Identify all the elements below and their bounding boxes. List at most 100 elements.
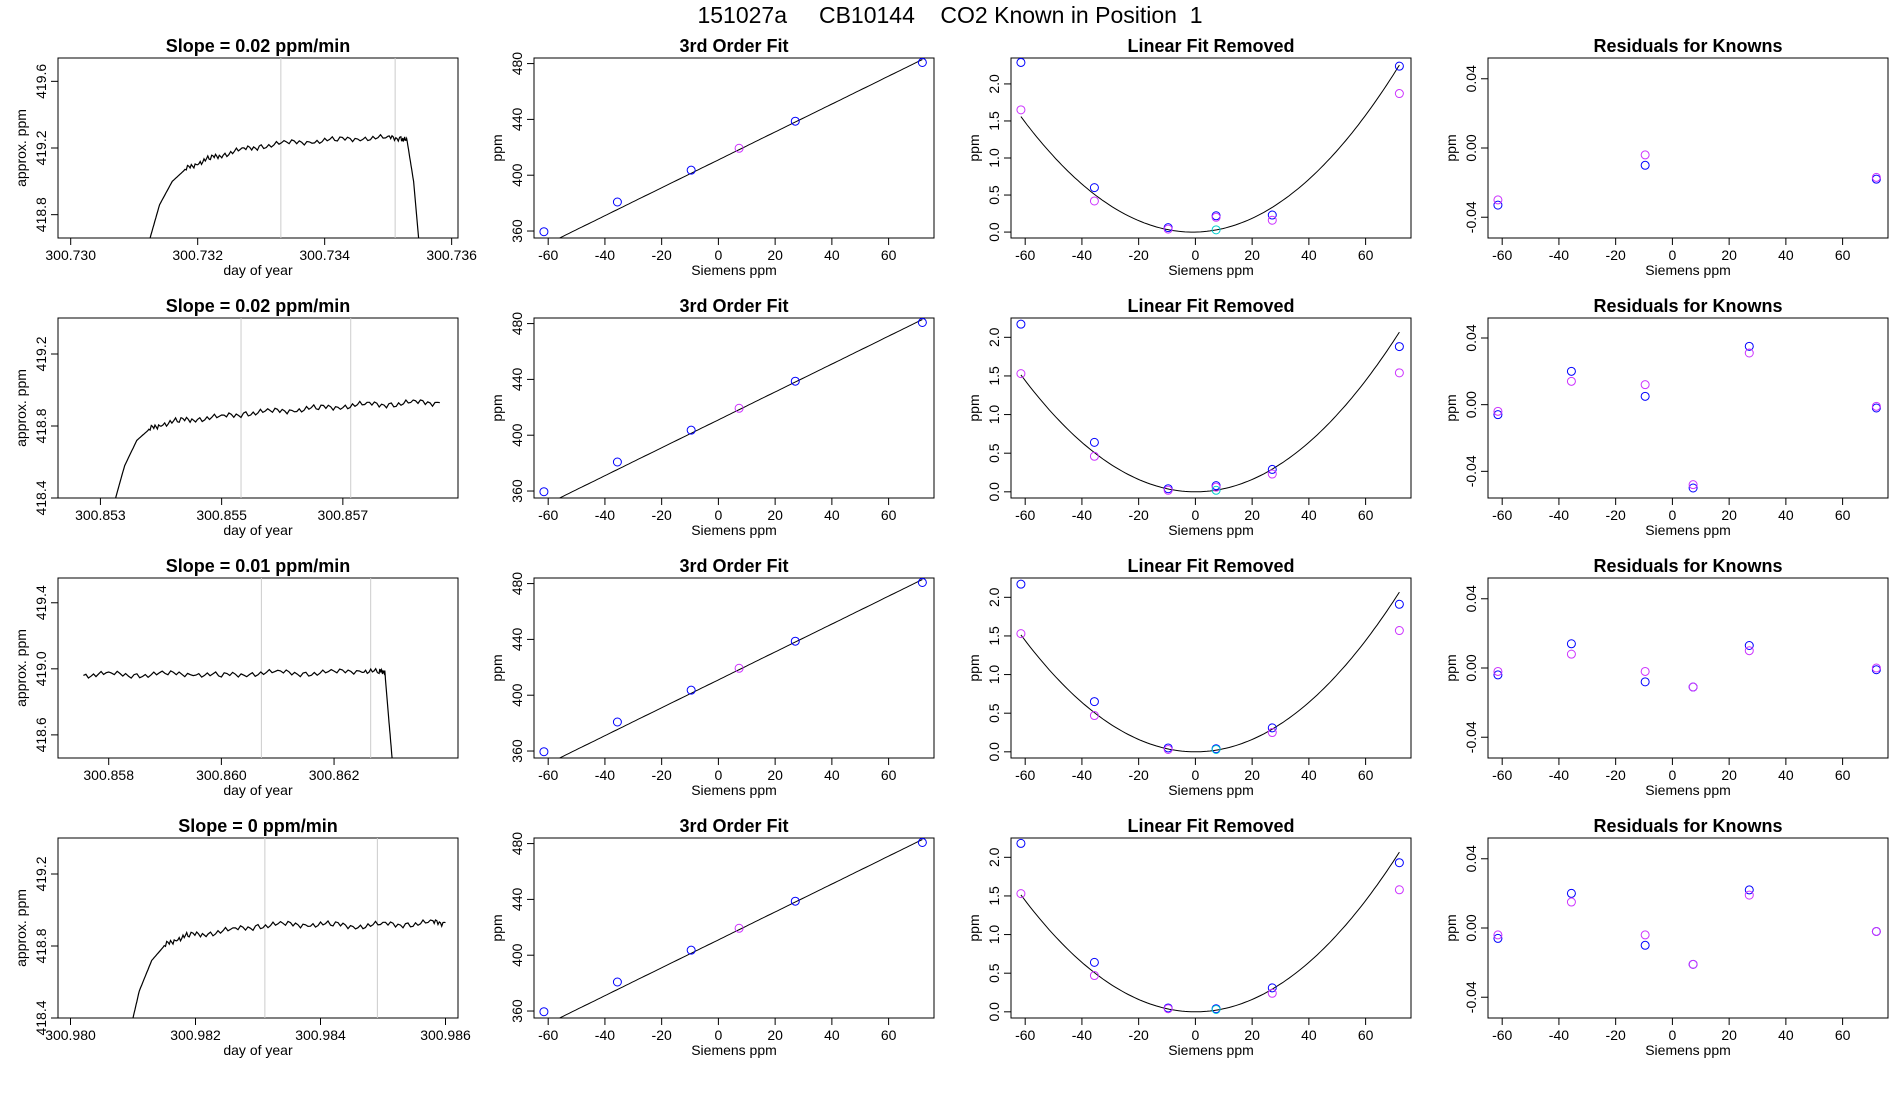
panel-4-4: Residuals for Knowns -60 -40 -20 0 20 40 60 Siem… xyxy=(1443,816,1889,1058)
y-tick-label: 400 xyxy=(509,423,525,447)
data-point-magenta xyxy=(1211,482,1221,492)
fit-curve xyxy=(558,839,923,1018)
y-tick-label: 1.0 xyxy=(986,405,1002,425)
x-tick-label: -20 xyxy=(652,247,672,263)
data-point-blue xyxy=(1089,183,1099,193)
data-point-blue xyxy=(1744,885,1754,895)
x-tick-label: 300.862 xyxy=(309,767,360,783)
x-tick-label: 60 xyxy=(1835,767,1851,783)
data-point-blue xyxy=(1871,665,1881,675)
data-point-magenta xyxy=(1211,212,1221,222)
y-tick-label: 418.8 xyxy=(33,197,49,232)
data-point-magenta xyxy=(1394,89,1404,99)
y-axis-label: ppm xyxy=(489,394,505,421)
x-tick-label: -60 xyxy=(538,507,558,523)
y-tick-label: 418.6 xyxy=(33,717,49,752)
panel-title: 3rd Order Fit xyxy=(679,816,788,836)
data-point-magenta xyxy=(1640,150,1650,160)
data-point-blue xyxy=(1016,838,1026,848)
data-point-blue xyxy=(1267,210,1277,220)
y-tick-label: 1.0 xyxy=(986,925,1002,945)
y-tick-label: 0.0 xyxy=(986,742,1002,762)
x-tick-label: 60 xyxy=(1358,507,1374,523)
x-tick-label: -60 xyxy=(1015,247,1035,263)
x-tick-label: -40 xyxy=(1549,247,1569,263)
data-point-magenta xyxy=(1267,988,1277,998)
plot-area xyxy=(1493,341,1881,493)
y-tick-label: 0.0 xyxy=(986,222,1002,242)
x-tick-label: 60 xyxy=(1835,247,1851,263)
fit-curve xyxy=(1020,64,1400,233)
y-tick-label: 480 xyxy=(509,52,525,76)
panel-title: Residuals for Knowns xyxy=(1593,816,1782,836)
x-tick-label: 300.984 xyxy=(295,1027,346,1043)
y-axis-label: approx. ppm xyxy=(13,629,29,707)
data-point-blue xyxy=(1640,677,1650,687)
x-axis-label: Siemens ppm xyxy=(691,262,777,278)
data-point-magenta xyxy=(1089,971,1099,981)
data-point-blue xyxy=(917,318,927,327)
plot-area xyxy=(539,318,927,498)
y-tick-label: 419.6 xyxy=(33,64,49,99)
x-tick-label: -40 xyxy=(595,1027,615,1043)
data-point-blue xyxy=(1016,579,1026,589)
x-tick-label: -20 xyxy=(1606,247,1626,263)
data-point-blue xyxy=(1493,410,1503,420)
y-tick-label: 419.4 xyxy=(33,585,49,620)
x-tick-label: 300.734 xyxy=(299,247,350,263)
data-point-magenta xyxy=(1640,380,1650,390)
data-point-magenta xyxy=(1267,469,1277,479)
y-tick-label: 1.5 xyxy=(986,886,1002,906)
data-point-blue xyxy=(790,896,800,906)
x-tick-label: 20 xyxy=(767,247,783,263)
x-tick-label: 40 xyxy=(1301,1027,1317,1043)
data-point-blue xyxy=(1493,200,1503,210)
x-tick-label: 60 xyxy=(881,247,897,263)
x-tick-label: 0 xyxy=(1191,767,1199,783)
panel-title: Residuals for Knowns xyxy=(1593,36,1782,56)
plot-frame xyxy=(1487,317,1889,499)
panel-title: Residuals for Knowns xyxy=(1593,556,1782,576)
x-tick-label: 0 xyxy=(1191,507,1199,523)
x-tick-label: -20 xyxy=(1606,1027,1626,1043)
y-tick-label: 0.00 xyxy=(1463,654,1479,681)
y-tick-label: 0.04 xyxy=(1463,845,1479,872)
x-tick-label: 20 xyxy=(1721,247,1737,263)
y-tick-label: 418.8 xyxy=(33,408,49,443)
data-point-magenta xyxy=(1493,930,1503,940)
plot-area xyxy=(1016,579,1404,755)
y-tick-label: 0.0 xyxy=(986,482,1002,502)
data-point-magenta xyxy=(1394,885,1404,895)
panel-1-4: Residuals for Knowns -60 -40 -20 0 20 40 60 Siem… xyxy=(1443,36,1889,278)
x-tick-label: -40 xyxy=(1549,507,1569,523)
x-axis-label: Siemens ppm xyxy=(1645,262,1731,278)
data-point-magenta xyxy=(1871,926,1881,936)
x-tick-label: 300.982 xyxy=(170,1027,221,1043)
data-point-blue xyxy=(790,376,800,386)
plot-frame xyxy=(1487,57,1889,239)
x-tick-label: 300.858 xyxy=(83,767,134,783)
y-axis-label: ppm xyxy=(1443,654,1459,681)
y-tick-label: 0.04 xyxy=(1463,324,1479,351)
data-point-magenta xyxy=(734,403,744,413)
y-tick-label: 480 xyxy=(509,572,525,596)
x-tick-label: 300.732 xyxy=(172,247,223,263)
data-point-cyan xyxy=(1211,1005,1221,1015)
data-line-series-1 xyxy=(115,398,440,498)
data-point-blue xyxy=(612,457,622,467)
x-tick-label: 40 xyxy=(1301,507,1317,523)
plot-frame xyxy=(1010,317,1412,499)
y-tick-label: 419.2 xyxy=(33,336,49,371)
plot-area xyxy=(1016,319,1404,495)
plot-area xyxy=(1493,885,1881,969)
data-point-blue xyxy=(1394,342,1404,352)
data-point-magenta xyxy=(734,663,744,673)
data-point-magenta xyxy=(1163,1004,1173,1014)
data-point-blue xyxy=(1267,983,1277,993)
data-point-magenta xyxy=(1640,930,1650,940)
panel-title: Linear Fit Removed xyxy=(1127,556,1294,576)
data-point-blue xyxy=(1089,437,1099,447)
panel-title: Residuals for Knowns xyxy=(1593,296,1782,316)
y-axis-label: ppm xyxy=(966,654,982,681)
data-point-blue xyxy=(612,197,622,207)
